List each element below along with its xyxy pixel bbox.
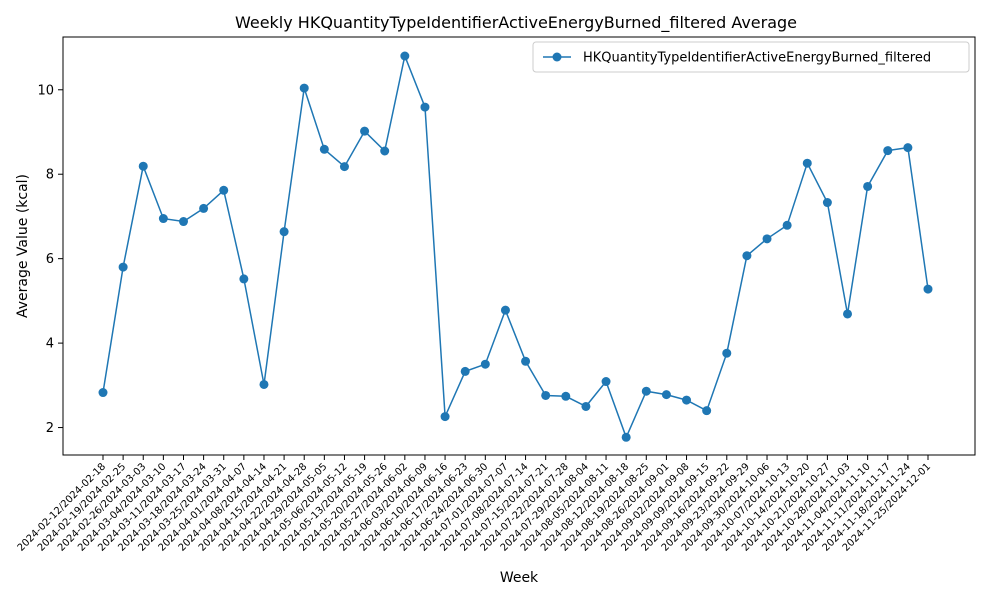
data-point xyxy=(360,126,370,136)
data-point xyxy=(521,356,531,366)
data-point xyxy=(400,51,410,61)
data-point xyxy=(762,234,772,244)
data-point xyxy=(299,83,309,93)
data-point xyxy=(923,284,933,294)
data-point xyxy=(319,144,329,154)
data-point xyxy=(601,377,611,387)
data-point xyxy=(883,146,893,156)
data-point xyxy=(239,274,249,284)
data-point xyxy=(621,432,631,442)
data-point xyxy=(199,203,209,213)
x-axis-title: Week xyxy=(500,570,539,586)
y-axis: 2 4 6 8 10 xyxy=(37,83,63,436)
legend-marker-swatch xyxy=(552,52,562,62)
data-point xyxy=(541,390,551,400)
series-group xyxy=(98,51,933,442)
data-point xyxy=(339,162,349,172)
x-axis: 2024-02-12/2024-02-182024-02-19/2024-02-… xyxy=(16,455,933,554)
y-tick-label: 10 xyxy=(37,83,54,98)
data-point xyxy=(742,251,752,261)
data-point xyxy=(380,146,390,156)
plot-frame xyxy=(62,36,976,456)
data-point xyxy=(480,359,490,369)
y-tick-label: 4 xyxy=(46,337,54,352)
data-point xyxy=(561,391,571,401)
data-point xyxy=(178,217,188,227)
data-point xyxy=(420,102,430,112)
data-point xyxy=(863,181,873,191)
legend: HKQuantityTypeIdentifierActiveEnergyBurn… xyxy=(532,41,970,73)
data-point xyxy=(722,348,732,358)
y-tick-label: 8 xyxy=(46,168,54,183)
data-point xyxy=(279,227,289,237)
data-point xyxy=(219,185,229,195)
y-tick-label: 2 xyxy=(46,421,54,436)
data-point xyxy=(259,379,269,389)
data-point xyxy=(138,161,148,171)
data-point xyxy=(802,158,812,168)
legend-label: HKQuantityTypeIdentifierActiveEnergyBurn… xyxy=(583,51,931,66)
data-point xyxy=(843,309,853,319)
data-point xyxy=(702,406,712,416)
legend-box xyxy=(532,41,970,73)
series-line xyxy=(102,53,929,440)
data-point xyxy=(822,198,832,208)
data-point xyxy=(500,305,510,315)
chart-title: Weekly HKQuantityTypeIdentifierActiveEne… xyxy=(235,13,797,33)
data-point xyxy=(782,220,792,230)
data-point xyxy=(118,262,128,272)
y-tick-label: 6 xyxy=(46,252,54,267)
data-point xyxy=(641,386,651,396)
data-point xyxy=(682,395,692,405)
data-point xyxy=(158,214,168,224)
data-point xyxy=(460,366,470,376)
data-point xyxy=(440,412,450,422)
y-axis-title: Average Value (kcal) xyxy=(15,174,31,318)
data-point xyxy=(98,388,108,398)
data-point xyxy=(581,401,591,411)
data-point xyxy=(661,390,671,400)
data-point xyxy=(903,143,913,153)
